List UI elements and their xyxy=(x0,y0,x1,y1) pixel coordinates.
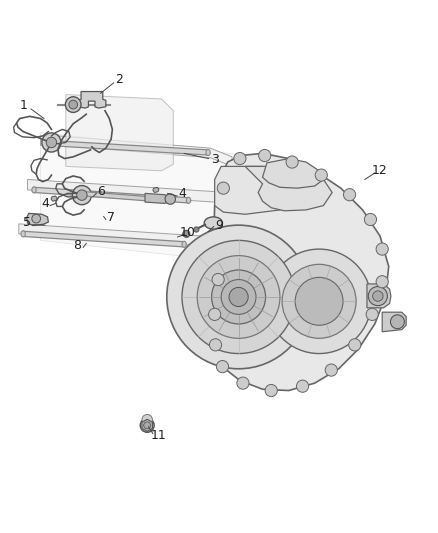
Circle shape xyxy=(343,189,356,201)
Circle shape xyxy=(297,380,309,392)
Circle shape xyxy=(165,194,176,204)
Polygon shape xyxy=(215,166,293,214)
Circle shape xyxy=(376,243,389,255)
Circle shape xyxy=(142,415,152,425)
Text: 6: 6 xyxy=(98,185,106,198)
Circle shape xyxy=(234,152,246,165)
Polygon shape xyxy=(41,136,232,166)
Circle shape xyxy=(167,225,311,369)
Circle shape xyxy=(364,213,377,225)
Circle shape xyxy=(286,156,298,168)
Polygon shape xyxy=(84,192,162,202)
Polygon shape xyxy=(34,187,188,203)
Ellipse shape xyxy=(32,187,36,193)
Text: 11: 11 xyxy=(150,429,166,442)
Circle shape xyxy=(65,97,81,112)
Circle shape xyxy=(208,308,221,320)
Polygon shape xyxy=(145,193,171,204)
Circle shape xyxy=(72,185,92,205)
Polygon shape xyxy=(142,419,152,431)
Circle shape xyxy=(376,276,389,288)
Text: 4: 4 xyxy=(41,197,49,210)
Circle shape xyxy=(77,190,87,200)
Polygon shape xyxy=(245,166,332,211)
Polygon shape xyxy=(367,284,391,308)
Circle shape xyxy=(32,214,41,223)
Circle shape xyxy=(229,287,248,306)
Circle shape xyxy=(46,137,57,148)
Ellipse shape xyxy=(45,140,49,146)
Polygon shape xyxy=(51,196,57,201)
Polygon shape xyxy=(27,213,48,225)
Circle shape xyxy=(267,249,371,353)
Circle shape xyxy=(42,133,61,152)
Text: 7: 7 xyxy=(107,211,115,224)
Ellipse shape xyxy=(182,241,186,247)
Polygon shape xyxy=(23,231,184,247)
Circle shape xyxy=(368,287,388,305)
Ellipse shape xyxy=(206,149,210,156)
Text: 2: 2 xyxy=(115,73,123,86)
Circle shape xyxy=(221,279,256,314)
Ellipse shape xyxy=(204,217,223,229)
Circle shape xyxy=(315,169,327,181)
Polygon shape xyxy=(28,180,228,212)
Polygon shape xyxy=(262,158,323,188)
Circle shape xyxy=(194,227,199,232)
Text: 1: 1 xyxy=(19,99,27,112)
Ellipse shape xyxy=(186,197,191,204)
Polygon shape xyxy=(66,94,173,171)
Circle shape xyxy=(265,384,277,397)
Circle shape xyxy=(209,339,222,351)
Polygon shape xyxy=(78,92,106,108)
Circle shape xyxy=(197,256,280,338)
Text: 4: 4 xyxy=(178,187,186,200)
Text: 10: 10 xyxy=(180,226,196,239)
Circle shape xyxy=(140,418,154,432)
Circle shape xyxy=(144,422,151,429)
Circle shape xyxy=(212,270,265,324)
Text: 8: 8 xyxy=(74,239,81,252)
Circle shape xyxy=(217,182,230,194)
Circle shape xyxy=(282,264,356,338)
Polygon shape xyxy=(211,154,389,391)
Circle shape xyxy=(366,308,378,320)
Circle shape xyxy=(237,377,249,389)
Polygon shape xyxy=(153,187,159,192)
Polygon shape xyxy=(19,224,215,254)
Circle shape xyxy=(182,240,295,353)
Circle shape xyxy=(325,364,337,376)
Circle shape xyxy=(349,339,361,351)
Circle shape xyxy=(295,277,343,325)
Circle shape xyxy=(183,230,190,237)
Ellipse shape xyxy=(21,231,25,237)
Text: 5: 5 xyxy=(23,216,31,230)
Text: 12: 12 xyxy=(372,164,388,177)
Text: 9: 9 xyxy=(215,219,223,232)
Polygon shape xyxy=(41,133,237,262)
Polygon shape xyxy=(47,140,208,155)
Circle shape xyxy=(69,100,78,109)
Text: 3: 3 xyxy=(211,154,219,166)
Circle shape xyxy=(373,291,383,301)
Circle shape xyxy=(391,315,404,329)
Circle shape xyxy=(258,149,271,161)
Circle shape xyxy=(212,273,224,286)
Circle shape xyxy=(216,360,229,373)
Polygon shape xyxy=(382,312,406,332)
